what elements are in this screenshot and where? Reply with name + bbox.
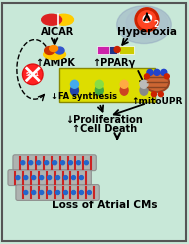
- Ellipse shape: [70, 85, 78, 95]
- Ellipse shape: [44, 50, 66, 60]
- Circle shape: [24, 176, 28, 180]
- Circle shape: [79, 191, 83, 194]
- Ellipse shape: [117, 6, 171, 44]
- Text: ↑mitoUPR: ↑mitoUPR: [131, 97, 183, 106]
- FancyBboxPatch shape: [59, 68, 155, 102]
- Circle shape: [161, 69, 167, 75]
- Circle shape: [24, 65, 42, 83]
- Text: Hyperoxia: Hyperoxia: [117, 27, 177, 37]
- FancyBboxPatch shape: [97, 46, 110, 54]
- Text: 2: 2: [153, 20, 159, 29]
- Circle shape: [45, 161, 49, 165]
- Circle shape: [21, 161, 25, 165]
- Circle shape: [144, 74, 149, 79]
- Circle shape: [135, 8, 159, 32]
- Text: ↓Proliferation: ↓Proliferation: [65, 115, 143, 125]
- Circle shape: [147, 69, 153, 75]
- Circle shape: [68, 161, 72, 165]
- Circle shape: [56, 191, 60, 194]
- FancyBboxPatch shape: [13, 155, 96, 171]
- Circle shape: [53, 161, 57, 165]
- Circle shape: [32, 176, 36, 180]
- FancyBboxPatch shape: [109, 46, 117, 54]
- Ellipse shape: [120, 85, 128, 95]
- Ellipse shape: [95, 85, 103, 95]
- Ellipse shape: [55, 47, 64, 54]
- Circle shape: [64, 176, 67, 180]
- Text: AICAR: AICAR: [41, 27, 74, 37]
- Ellipse shape: [144, 72, 169, 92]
- Circle shape: [60, 161, 64, 165]
- Text: ↑Cell Death: ↑Cell Death: [72, 124, 137, 134]
- Text: ↑PPARγ: ↑PPARγ: [93, 58, 136, 68]
- Circle shape: [151, 92, 156, 97]
- Circle shape: [114, 47, 120, 52]
- Ellipse shape: [45, 47, 55, 54]
- Text: ↓FA synthesis: ↓FA synthesis: [51, 92, 117, 101]
- Circle shape: [140, 80, 148, 88]
- Circle shape: [71, 176, 75, 180]
- Circle shape: [48, 191, 52, 194]
- Circle shape: [158, 92, 163, 97]
- Circle shape: [77, 161, 81, 165]
- Circle shape: [87, 191, 91, 194]
- Circle shape: [48, 176, 52, 180]
- Circle shape: [29, 161, 33, 165]
- Ellipse shape: [50, 46, 58, 51]
- Circle shape: [40, 191, 44, 194]
- Circle shape: [84, 161, 88, 165]
- Circle shape: [56, 176, 60, 180]
- Ellipse shape: [126, 8, 168, 38]
- Circle shape: [79, 176, 83, 180]
- Ellipse shape: [42, 14, 62, 25]
- Text: Loss of Atrial CMs: Loss of Atrial CMs: [52, 200, 157, 210]
- FancyBboxPatch shape: [8, 170, 91, 185]
- Circle shape: [32, 191, 36, 194]
- Circle shape: [70, 80, 78, 88]
- Text: ↑AMPK: ↑AMPK: [35, 58, 74, 68]
- Circle shape: [154, 69, 160, 75]
- FancyBboxPatch shape: [2, 3, 186, 241]
- Circle shape: [71, 191, 75, 194]
- FancyBboxPatch shape: [119, 46, 134, 54]
- Circle shape: [37, 161, 41, 165]
- Circle shape: [24, 191, 28, 194]
- Ellipse shape: [146, 74, 167, 90]
- Circle shape: [95, 80, 103, 88]
- Circle shape: [64, 191, 67, 194]
- FancyBboxPatch shape: [16, 184, 99, 200]
- Text: O: O: [142, 13, 152, 26]
- Text: SC01: SC01: [26, 72, 40, 77]
- Circle shape: [120, 80, 128, 88]
- Ellipse shape: [54, 14, 74, 25]
- Circle shape: [23, 64, 43, 84]
- Circle shape: [164, 74, 169, 79]
- Circle shape: [40, 176, 44, 180]
- Circle shape: [16, 176, 20, 180]
- Circle shape: [138, 11, 156, 29]
- Ellipse shape: [140, 85, 148, 95]
